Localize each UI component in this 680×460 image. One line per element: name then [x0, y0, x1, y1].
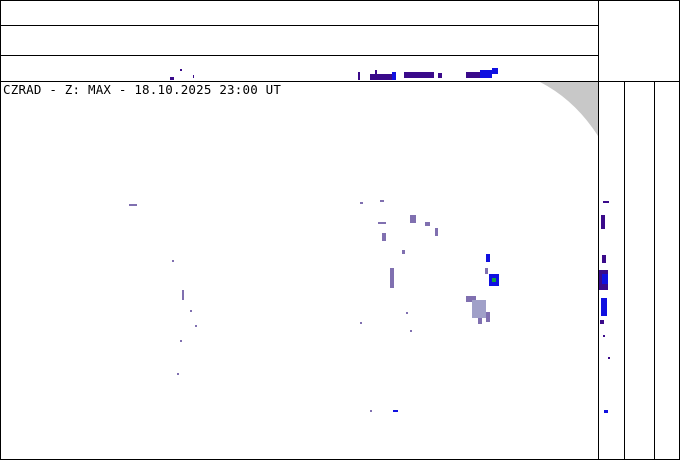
radar-echoes: [129, 68, 610, 413]
echo-cell: [600, 320, 604, 324]
echo-cell: [180, 340, 182, 342]
echo-cell: [604, 410, 608, 413]
echo-cell: [172, 260, 174, 262]
echo-cell: [170, 77, 174, 80]
echo-cell: [360, 322, 362, 324]
echo-cell: [435, 228, 438, 236]
echo-cell: [177, 373, 179, 375]
echo-cell: [410, 330, 412, 332]
side-divider-1: [598, 0, 599, 460]
echo-cell: [129, 204, 137, 206]
echo-cell: [370, 74, 394, 80]
echo-cell: [492, 278, 496, 282]
echo-cell: [603, 201, 609, 203]
echo-cell: [193, 75, 194, 78]
echo-cell: [360, 202, 363, 204]
echo-cell: [195, 325, 197, 327]
echo-cell: [380, 200, 384, 202]
echo-cell: [466, 296, 476, 302]
echo-cell: [180, 69, 182, 71]
echo-cell: [485, 268, 488, 274]
echo-cell: [466, 72, 490, 78]
radar-title: CZRAD - Z: MAX - 18.10.2025 23:00 UT: [3, 82, 282, 97]
echo-cell: [602, 255, 606, 263]
outer-frame-left: [0, 0, 1, 460]
echo-cell: [486, 312, 490, 322]
echo-cell: [358, 72, 360, 80]
echo-cell: [602, 274, 608, 284]
echo-cell: [375, 70, 377, 74]
top-divider-1: [0, 25, 598, 26]
echo-cell: [438, 73, 442, 78]
echo-cell: [370, 410, 372, 412]
echo-cell: [190, 310, 192, 312]
outer-frame-top: [0, 0, 680, 1]
echo-cell: [480, 70, 492, 78]
echo-cell: [603, 335, 605, 337]
echo-cell: [378, 222, 386, 224]
echo-cell: [402, 250, 405, 254]
echo-cell: [406, 312, 408, 314]
echo-cell: [608, 357, 610, 359]
echo-cell: [382, 233, 386, 241]
echo-cell: [601, 215, 605, 229]
top-divider-2: [0, 55, 598, 56]
echo-cell: [392, 72, 396, 80]
side-divider-2: [624, 81, 625, 460]
echo-cell: [472, 300, 486, 318]
echo-cell: [182, 290, 184, 300]
out-of-range-area: [540, 82, 598, 136]
echo-cell: [492, 68, 498, 74]
map-top-border: [0, 81, 680, 82]
side-divider-3: [654, 81, 655, 460]
echo-cell: [393, 410, 398, 412]
echo-cell: [478, 318, 482, 324]
echo-cell: [601, 298, 607, 316]
echo-cell: [404, 72, 434, 78]
echo-cell: [410, 215, 416, 223]
echo-cell: [486, 254, 490, 262]
echo-cell: [425, 222, 430, 226]
echo-cell: [390, 268, 394, 288]
